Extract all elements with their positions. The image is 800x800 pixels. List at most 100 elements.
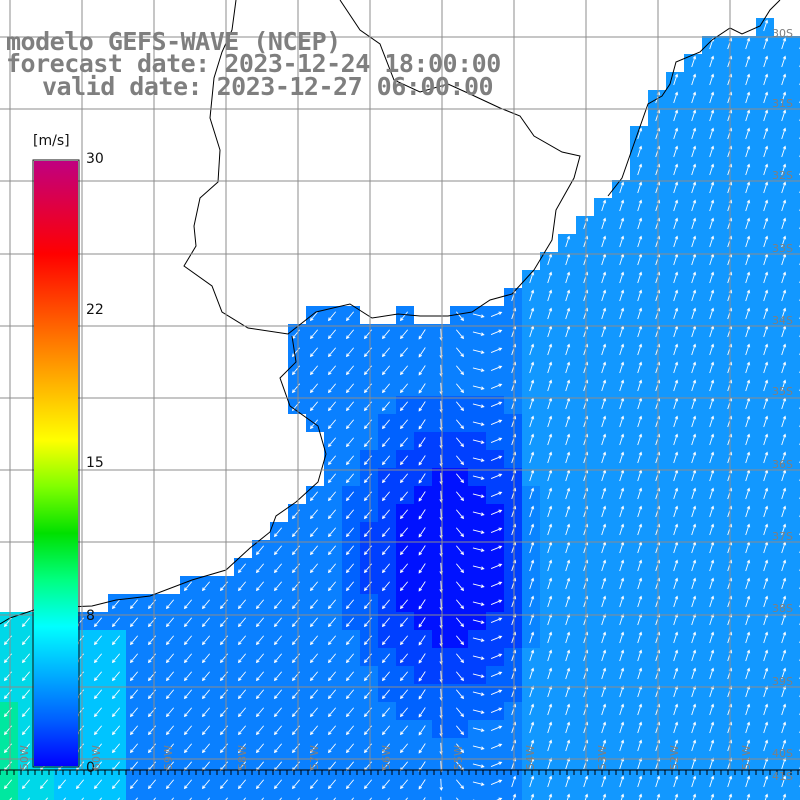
wind-arrow xyxy=(273,581,283,592)
wind-arrow xyxy=(455,401,465,412)
wind-arrow xyxy=(455,473,465,484)
wind-arrow xyxy=(619,667,625,680)
wind-arrow xyxy=(709,433,715,446)
wind-arrow xyxy=(781,91,787,104)
wind-arrow xyxy=(327,311,337,322)
wind-arrow xyxy=(565,271,571,284)
wind-arrow xyxy=(745,145,751,158)
wind-arrow xyxy=(601,721,607,734)
wind-arrow xyxy=(745,361,751,374)
speed-cell xyxy=(432,792,450,800)
speed-cell xyxy=(792,576,800,594)
wind-arrow xyxy=(709,289,715,302)
wind-arrow xyxy=(565,721,571,734)
wind-arrow xyxy=(369,797,373,800)
wind-arrow xyxy=(547,595,553,608)
wind-arrow xyxy=(273,617,283,628)
wind-arrow xyxy=(619,307,625,320)
wind-arrow xyxy=(745,703,751,716)
wind-arrow xyxy=(237,599,247,610)
wind-arrow xyxy=(673,757,679,770)
wind-arrow xyxy=(345,599,355,610)
wind-arrow xyxy=(405,797,409,800)
wind-arrow xyxy=(781,271,787,284)
lat-label: 36S xyxy=(772,458,793,471)
wind-arrow xyxy=(171,797,175,800)
wind-arrow xyxy=(455,689,465,700)
wind-arrow xyxy=(363,779,373,790)
wind-arrow xyxy=(529,739,535,752)
speed-cell xyxy=(792,648,800,666)
wind-arrow xyxy=(57,779,67,790)
wind-arrow xyxy=(315,797,319,800)
wind-arrow xyxy=(327,671,337,682)
wind-arrow xyxy=(455,779,465,790)
wind-arrow xyxy=(565,235,571,248)
wind-arrow xyxy=(745,523,751,536)
wind-arrow xyxy=(529,595,535,608)
wind-arrow xyxy=(418,473,426,484)
wind-arrow xyxy=(745,55,751,68)
wind-arrow xyxy=(709,307,715,320)
wind-arrow xyxy=(273,689,283,700)
wind-arrow xyxy=(691,217,697,230)
wind-arrow xyxy=(327,365,337,376)
wind-arrow xyxy=(763,73,769,86)
wind-arrow xyxy=(399,311,409,322)
wind-arrow xyxy=(565,523,571,536)
wind-arrow xyxy=(345,779,355,790)
wind-arrow xyxy=(529,649,535,662)
wind-arrow xyxy=(691,145,697,158)
wind-arrow xyxy=(637,127,643,140)
wind-arrow xyxy=(547,667,553,680)
wind-arrow xyxy=(455,527,465,538)
speed-cell xyxy=(792,468,800,486)
wind-arrow xyxy=(472,547,485,552)
wind-arrow xyxy=(781,487,787,500)
wind-arrow xyxy=(709,703,715,716)
wind-arrow xyxy=(781,559,787,572)
wind-arrow xyxy=(637,775,643,788)
wind-arrow xyxy=(763,685,769,698)
wind-arrow xyxy=(381,725,391,736)
wind-arrow xyxy=(309,617,319,628)
speed-cell xyxy=(792,126,800,144)
wind-arrow xyxy=(565,757,571,770)
speed-cell xyxy=(450,792,468,800)
wind-arrow xyxy=(673,109,679,122)
speed-cell xyxy=(324,792,342,800)
wind-arrow xyxy=(472,709,485,714)
wind-arrow xyxy=(745,775,751,788)
wind-arrow xyxy=(709,523,715,536)
wind-arrow xyxy=(601,487,607,500)
wind-arrow xyxy=(745,667,751,680)
speed-cell xyxy=(792,342,800,360)
wind-arrow xyxy=(601,775,607,788)
wind-arrow xyxy=(273,671,283,682)
wind-arrow xyxy=(745,685,751,698)
wind-arrow xyxy=(637,559,643,572)
wind-arrow xyxy=(490,491,503,498)
wind-arrow xyxy=(637,703,643,716)
wind-arrow xyxy=(763,307,769,320)
wind-arrow xyxy=(21,617,31,628)
wind-arrow xyxy=(327,401,337,412)
wind-arrow xyxy=(637,739,643,752)
wind-arrow xyxy=(601,235,607,248)
wind-arrow xyxy=(601,343,607,356)
wind-arrow xyxy=(781,55,787,68)
wind-arrow xyxy=(691,109,697,122)
wind-arrow xyxy=(547,685,553,698)
wind-arrow xyxy=(255,635,265,646)
wind-arrow xyxy=(529,343,535,356)
wind-arrow xyxy=(637,235,643,248)
wind-arrow xyxy=(418,347,426,358)
wind-arrow xyxy=(345,581,355,592)
speed-cell xyxy=(360,792,378,800)
wind-arrow xyxy=(93,653,103,664)
wind-arrow xyxy=(418,545,426,556)
wind-arrow xyxy=(111,743,121,754)
wind-arrow xyxy=(490,329,503,336)
wind-arrow xyxy=(455,383,465,394)
wind-arrow xyxy=(345,473,355,484)
